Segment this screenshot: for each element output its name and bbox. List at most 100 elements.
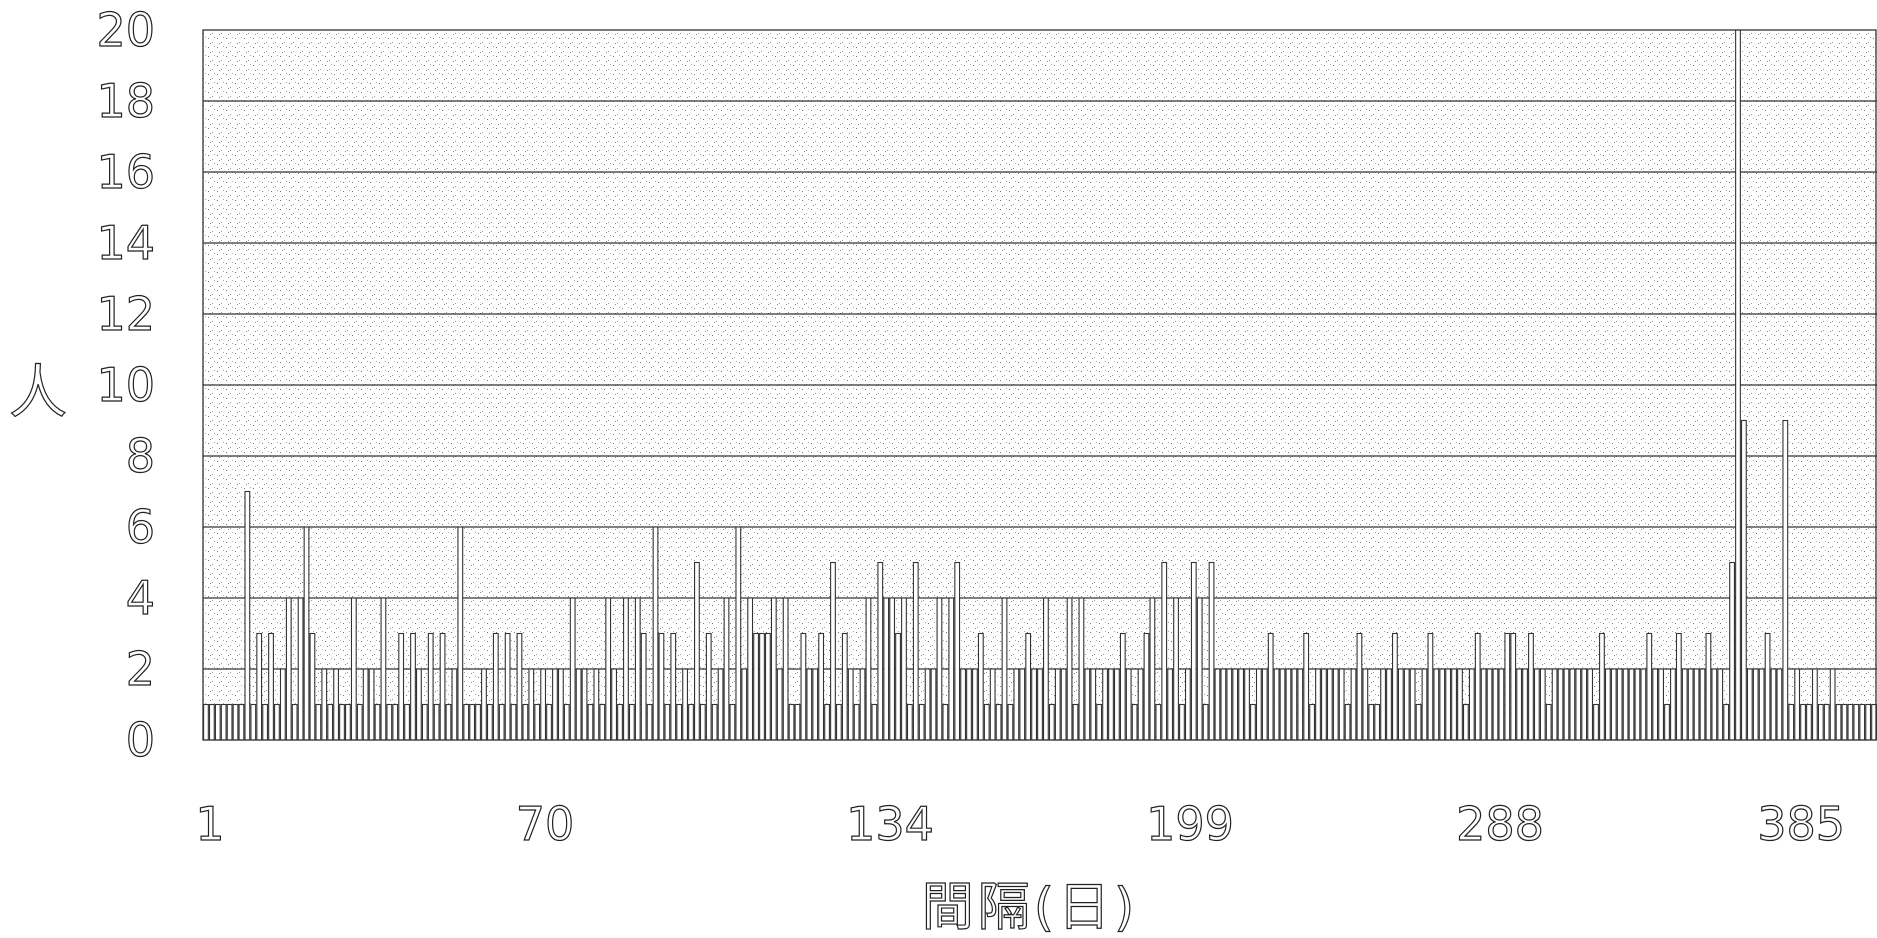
bar (1817, 703, 1824, 741)
x-tick-label: 134 (846, 797, 934, 851)
bars (203, 29, 1877, 741)
bar (705, 632, 712, 741)
bar (924, 668, 931, 741)
bar (510, 703, 517, 741)
bar (1533, 668, 1540, 741)
bar (1137, 668, 1144, 741)
bar (1031, 668, 1037, 741)
bar (1853, 703, 1860, 741)
bar (1238, 668, 1245, 741)
bar (557, 668, 564, 741)
bar (1687, 668, 1694, 741)
bar (1551, 668, 1558, 741)
bar (972, 668, 978, 741)
bar (516, 632, 523, 741)
bar (764, 632, 771, 741)
bar (368, 668, 375, 741)
bar (634, 597, 641, 741)
bar (1794, 668, 1801, 741)
bar (445, 703, 452, 741)
bar (824, 703, 830, 741)
y-tick-label: 12 (96, 287, 155, 341)
bar (1279, 668, 1286, 741)
bar (1622, 668, 1629, 741)
bar (1084, 668, 1091, 741)
bar (1297, 668, 1304, 741)
bar (1835, 703, 1842, 741)
bar (1445, 668, 1452, 741)
bar (1326, 668, 1333, 741)
bar (658, 632, 665, 741)
bar (1119, 632, 1126, 741)
bar (1575, 668, 1582, 741)
bar (1581, 668, 1588, 741)
bar (220, 703, 227, 741)
bar (433, 703, 440, 741)
bar (534, 703, 541, 741)
bar (1711, 668, 1718, 741)
bar (711, 703, 718, 741)
bar (1776, 668, 1783, 741)
bar (1664, 703, 1670, 741)
bar (1273, 668, 1280, 741)
bar (847, 668, 854, 741)
bar (611, 668, 618, 741)
bar (694, 561, 700, 741)
bar (895, 632, 901, 741)
plot-frame (202, 29, 1877, 741)
bar (670, 632, 677, 741)
bar (1528, 632, 1534, 741)
bar (865, 597, 872, 741)
bar (1563, 668, 1570, 741)
bar (1019, 668, 1026, 741)
bar (1752, 668, 1759, 741)
bar (593, 668, 600, 741)
bar (782, 597, 789, 741)
bar (995, 703, 1002, 741)
bar (989, 668, 996, 741)
bar (1344, 703, 1351, 741)
bar (1001, 597, 1008, 741)
bar (1332, 668, 1339, 741)
bar (226, 703, 233, 741)
bar (1078, 597, 1085, 741)
bar (274, 703, 280, 741)
bar (1480, 668, 1487, 741)
bar (1770, 668, 1777, 741)
bar (1782, 419, 1789, 741)
bar (522, 703, 529, 741)
bar (1610, 668, 1617, 741)
bar (1741, 419, 1747, 741)
bar (682, 668, 688, 741)
bar (569, 597, 576, 741)
bar (1285, 668, 1292, 741)
bar (1072, 703, 1079, 741)
bar (717, 668, 724, 741)
bar (1392, 632, 1398, 741)
bar (966, 668, 972, 741)
bar (652, 526, 659, 741)
bar (800, 632, 807, 741)
bar (1315, 668, 1321, 741)
bar (451, 668, 458, 741)
bar (309, 632, 316, 741)
bar (1800, 703, 1806, 741)
bar (1309, 703, 1316, 741)
bar (983, 703, 990, 741)
bar (1155, 703, 1162, 741)
bar (1179, 703, 1185, 741)
bar (759, 632, 765, 741)
bar (457, 526, 464, 741)
bar (859, 668, 866, 741)
bar (794, 703, 801, 741)
bar (1421, 668, 1428, 741)
bar (203, 703, 209, 741)
bar (250, 703, 257, 741)
bar (1658, 668, 1665, 741)
bar (1025, 632, 1032, 741)
bar (1811, 668, 1818, 741)
bar (1634, 668, 1641, 741)
bar (1847, 703, 1854, 741)
bar (1670, 668, 1676, 741)
bar (912, 561, 919, 741)
